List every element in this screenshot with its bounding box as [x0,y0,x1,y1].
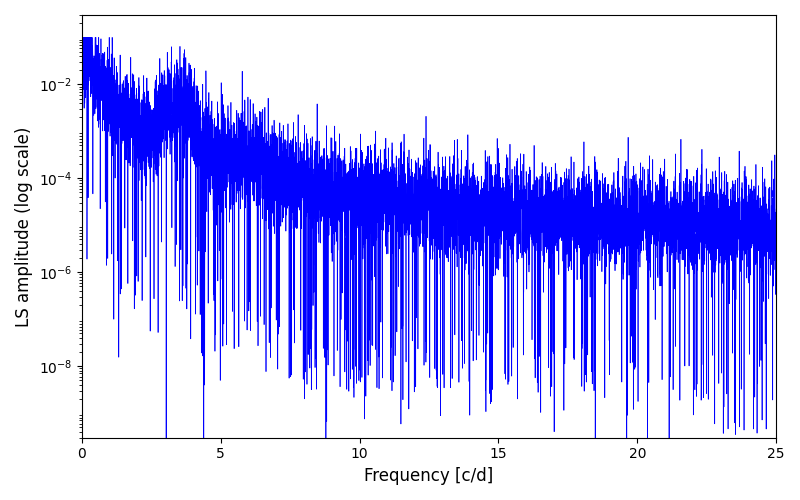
X-axis label: Frequency [c/d]: Frequency [c/d] [364,467,494,485]
Y-axis label: LS amplitude (log scale): LS amplitude (log scale) [15,126,33,326]
